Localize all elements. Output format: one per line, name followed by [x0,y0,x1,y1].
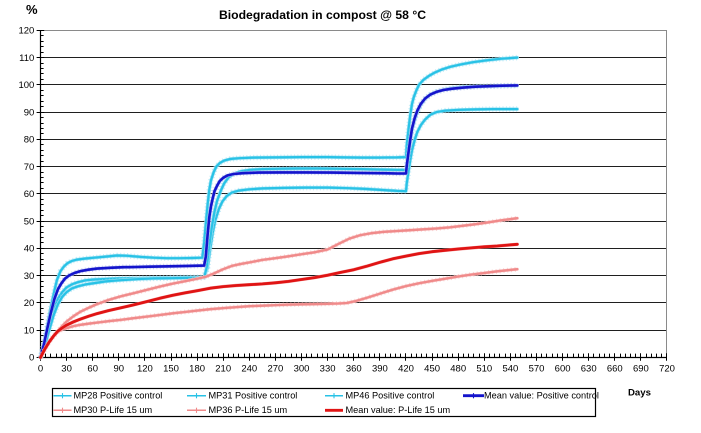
svg-text:720: 720 [659,364,675,375]
svg-text:450: 450 [424,364,440,375]
svg-text:120: 120 [18,26,34,37]
svg-text:110: 110 [19,53,34,64]
svg-text:100: 100 [18,80,34,91]
svg-text:270: 270 [267,364,283,375]
svg-text:180: 180 [189,364,205,375]
svg-text:20: 20 [24,298,35,309]
svg-text:MP46 Positive control: MP46 Positive control [346,391,435,401]
svg-text:420: 420 [398,364,414,375]
svg-text:10: 10 [24,325,35,336]
svg-text:330: 330 [320,364,336,375]
svg-text:MP30 P-Life 15 um: MP30 P-Life 15 um [74,405,153,415]
svg-text:630: 630 [581,364,597,375]
svg-text:210: 210 [215,364,231,375]
svg-text:570: 570 [529,364,545,375]
svg-text:510: 510 [476,364,492,375]
svg-text:540: 540 [502,364,518,375]
svg-text:0: 0 [29,353,34,364]
svg-text:30: 30 [24,271,35,282]
svg-text:Mean value: P-Life 15 um: Mean value: P-Life 15 um [346,405,451,415]
svg-text:0: 0 [38,364,43,375]
svg-text:MP28 Positive control: MP28 Positive control [74,391,163,401]
svg-text:30: 30 [61,364,72,375]
svg-text:480: 480 [450,364,466,375]
svg-text:Biodegradation in compost @ 58: Biodegradation in compost @ 58 °C [219,8,426,22]
svg-text:90: 90 [114,364,125,375]
svg-text:120: 120 [137,364,153,375]
svg-text:70: 70 [24,162,35,173]
svg-text:%: % [26,2,38,17]
svg-text:240: 240 [241,364,257,375]
svg-text:60: 60 [87,364,98,375]
svg-text:390: 390 [372,364,388,375]
svg-text:600: 600 [555,364,571,375]
svg-text:80: 80 [24,135,35,146]
svg-text:90: 90 [24,107,35,118]
svg-text:690: 690 [633,364,649,375]
svg-text:150: 150 [163,364,179,375]
svg-text:MP36 P-Life 15 um: MP36 P-Life 15 um [209,405,288,415]
svg-text:50: 50 [24,216,35,227]
svg-text:MP31 Positive control: MP31 Positive control [209,391,298,401]
svg-text:40: 40 [24,244,35,255]
svg-text:660: 660 [607,364,623,375]
svg-text:60: 60 [24,189,35,200]
svg-text:Days: Days [628,388,651,399]
svg-text:360: 360 [346,364,362,375]
svg-text:300: 300 [294,364,310,375]
svg-text:Mean value: Positive control: Mean value: Positive control [484,391,599,401]
